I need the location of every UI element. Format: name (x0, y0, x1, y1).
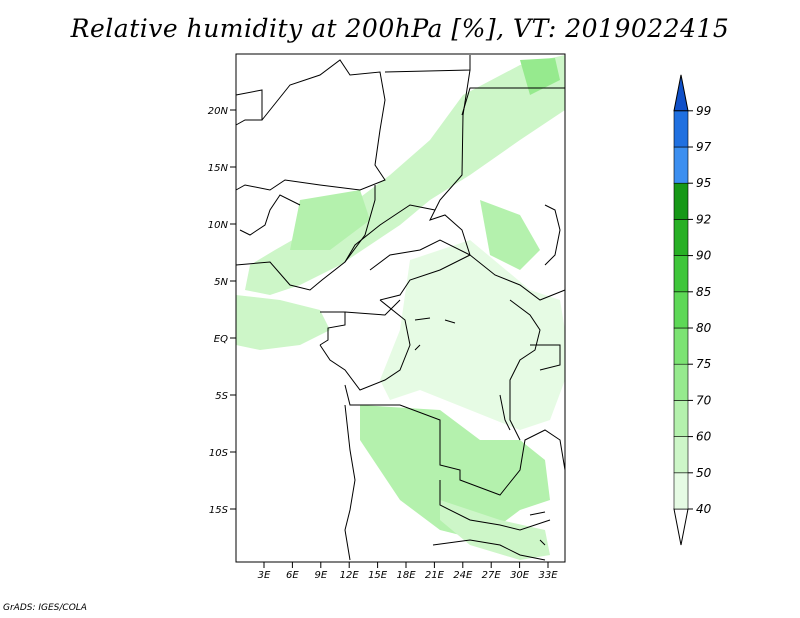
lon-label: 30E (510, 570, 530, 581)
colorbar-label: 40 (696, 502, 712, 516)
colorbar-label: 85 (696, 285, 711, 299)
colorbar-segment (673, 327, 689, 365)
lat-label: 5S (215, 391, 228, 402)
chart-title: Relative humidity at 200hPa [%], VT: 201… (70, 14, 730, 43)
lat-label: EQ (214, 334, 228, 345)
lat-label: 15N (208, 163, 229, 174)
colorbar-segment (673, 182, 689, 220)
colorbar-label: 75 (696, 357, 711, 371)
lon-label: 33E (538, 570, 558, 581)
colorbar-label: 92 (696, 212, 711, 226)
longitude-axis: 3E 6E 9E 12E 15E 18E 21E 24E 27E 30E 33E (258, 562, 558, 581)
lon-label: 12E (340, 570, 360, 581)
colorbar-overflow-triangle (673, 74, 689, 112)
colorbar-segment (673, 291, 689, 329)
colorbar-segment (673, 400, 689, 437)
colorbar-segment (673, 472, 689, 510)
latitude-axis: 20N 15N 10N 5N EQ 5S 10S 15S (208, 106, 236, 516)
lat-label: 20N (208, 106, 229, 117)
lon-label: 9E (314, 570, 327, 581)
colorbar-segment (673, 146, 689, 184)
lon-label: 18E (396, 570, 416, 581)
lon-label: 15E (368, 570, 388, 581)
colorbar-label: 60 (696, 430, 712, 444)
humidity-shading (236, 55, 565, 560)
lat-label: 5N (214, 277, 228, 288)
lon-label: 6E (286, 570, 299, 581)
colorbar-label: 80 (696, 321, 712, 335)
colorbar-segment (673, 363, 689, 401)
lon-label: 3E (258, 570, 271, 581)
lon-label: 21E (425, 570, 445, 581)
colorbar-segment (673, 255, 689, 293)
colorbar-label: 90 (696, 249, 712, 263)
colorbar-label: 50 (696, 466, 712, 480)
colorbar-segment (673, 219, 689, 256)
country-borders (235, 55, 566, 561)
colorbar-label: 70 (696, 393, 712, 407)
lat-label: 10S (209, 448, 229, 459)
colorbar: 40 50 60 70 75 80 85 90 92 95 97 99 (673, 74, 712, 546)
map-frame (235, 53, 566, 563)
colorbar-segment (673, 110, 689, 148)
lon-label: 24E (453, 570, 473, 581)
lon-label: 27E (482, 570, 502, 581)
lat-label: 15S (209, 505, 229, 516)
colorbar-underflow-triangle (673, 508, 689, 546)
colorbar-label: 95 (696, 176, 711, 190)
colorbar-label: 99 (696, 104, 711, 118)
grads-credit: GrADS: IGES/COLA (3, 603, 87, 613)
colorbar-label: 97 (696, 140, 712, 154)
lat-label: 10N (208, 220, 229, 231)
colorbar-segment (673, 436, 689, 474)
